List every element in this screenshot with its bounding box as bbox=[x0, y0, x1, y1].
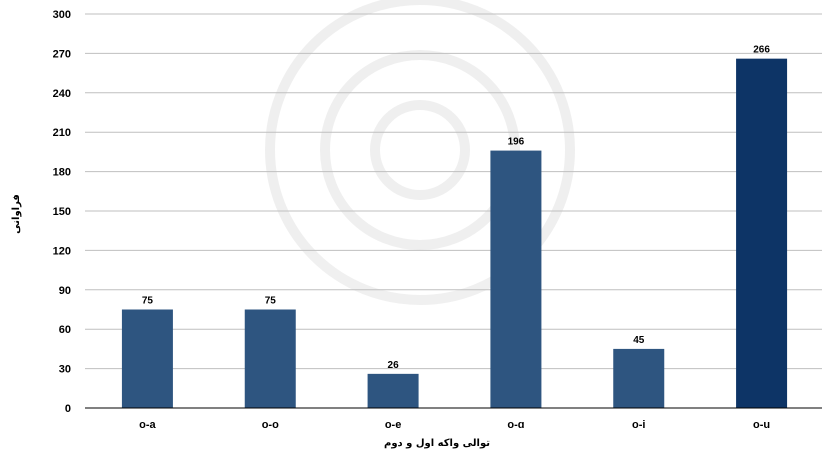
x-tick-label: o-e bbox=[385, 419, 402, 431]
y-tick-label: 150 bbox=[53, 206, 71, 218]
data-label: 75 bbox=[142, 296, 154, 307]
bar bbox=[613, 348, 665, 408]
x-tick-label: o-i bbox=[632, 419, 645, 431]
y-tick-label: 270 bbox=[53, 48, 71, 60]
y-tick-label: 60 bbox=[59, 324, 71, 336]
y-tick-label: 300 bbox=[53, 9, 71, 21]
x-tick-label: o-a bbox=[139, 419, 156, 431]
data-label: 45 bbox=[633, 335, 645, 346]
y-tick-label: 30 bbox=[59, 364, 71, 376]
x-axis-tick-labels: o-a o-o o-e o-ɑ o-i o-u bbox=[139, 419, 770, 431]
bar bbox=[121, 309, 173, 408]
bar bbox=[490, 150, 542, 408]
watermark-emblem bbox=[265, 0, 575, 305]
x-tick-label: o-o bbox=[262, 419, 279, 431]
bar bbox=[367, 373, 419, 408]
data-labels: 75 75 26 196 45 266 bbox=[142, 45, 771, 371]
y-tick-label: 0 bbox=[65, 403, 71, 415]
data-label: 75 bbox=[265, 296, 277, 307]
data-label: 196 bbox=[508, 137, 525, 148]
y-tick-label: 90 bbox=[59, 285, 71, 297]
y-axis-tick-labels: 0 30 60 90 120 150 180 210 240 270 300 bbox=[53, 9, 71, 415]
y-tick-label: 210 bbox=[53, 127, 71, 139]
y-tick-label: 120 bbox=[53, 245, 71, 257]
bars bbox=[121, 58, 788, 409]
x-tick-label: o-u bbox=[753, 419, 770, 431]
y-tick-label: 180 bbox=[53, 167, 71, 179]
data-label: 26 bbox=[388, 360, 400, 371]
gridlines bbox=[85, 13, 822, 370]
bar bbox=[244, 309, 296, 408]
x-axis-title: توالی واکه اول و دوم bbox=[384, 438, 490, 449]
y-tick-label: 240 bbox=[53, 88, 71, 100]
bar bbox=[736, 58, 788, 409]
y-axis-title: فراوانی bbox=[11, 194, 22, 234]
data-label: 266 bbox=[753, 45, 770, 56]
x-tick-label: o-ɑ bbox=[507, 419, 524, 431]
